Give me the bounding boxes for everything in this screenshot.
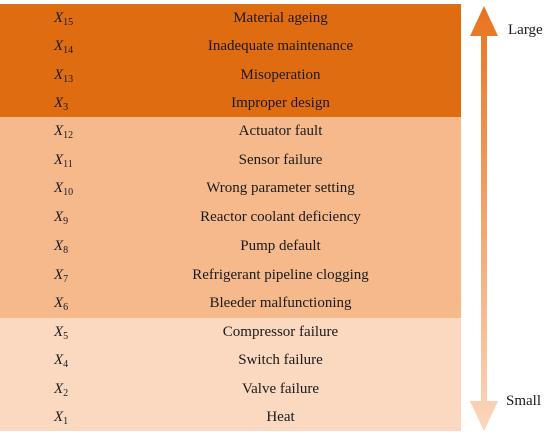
group-band-3 — [0, 318, 461, 431]
factor-label: Compressor failure — [222, 324, 339, 340]
factor-id: X13 — [54, 66, 74, 85]
factor-row: X13 Misoperation — [0, 61, 461, 89]
factor-label: Misoperation — [240, 66, 321, 83]
factor-row: X4 Switch failure — [0, 346, 461, 374]
factor-id: X6 — [54, 295, 69, 314]
factor-label: Sensor failure — [238, 151, 323, 168]
factor-label: Inadequate maintenance — [207, 38, 354, 55]
factor-row: X8 Pump default — [0, 232, 461, 261]
factor-label: Bleeder malfunctioning — [209, 295, 352, 312]
scale-label-small: Small — [506, 393, 542, 409]
factor-row: X11 Sensor failure — [0, 146, 461, 175]
factor-label: Valve failure — [241, 380, 320, 397]
factor-label: Pump default — [240, 237, 321, 254]
factor-row: X15 Material ageing — [0, 4, 461, 32]
factor-id: X2 — [54, 380, 69, 399]
factor-row: X6 Bleeder malfunctioning — [0, 289, 461, 318]
factor-id: X12 — [54, 123, 74, 141]
factor-id: X8 — [54, 237, 69, 256]
factor-id: X11 — [54, 151, 73, 170]
factor-row: X3 Improper design — [0, 89, 461, 117]
factor-label: Material ageing — [233, 10, 328, 26]
factor-label: Actuator fault — [238, 123, 323, 139]
arrow-head-up — [470, 6, 498, 431]
scale-label-large: Large — [508, 22, 543, 38]
factor-id: X14 — [54, 38, 74, 57]
factor-label: Refrigerant pipeline clogging — [192, 266, 369, 283]
factor-id: X1 — [54, 408, 69, 427]
factor-label: Improper design — [231, 94, 330, 111]
factor-id: X4 — [54, 352, 69, 371]
factor-id: X5 — [54, 324, 69, 342]
factor-row: X14 Inadequate maintenance — [0, 32, 461, 60]
factor-row: X10 Wrong parameter setting — [0, 174, 461, 203]
group-band-2 — [0, 117, 461, 318]
group-band-1 — [0, 4, 461, 117]
factor-label: Reactor coolant deficiency — [200, 209, 361, 226]
factor-id: X7 — [54, 266, 69, 285]
factor-id: X15 — [54, 10, 74, 28]
factor-label: Switch failure — [238, 352, 323, 369]
factor-row: X2 Valve failure — [0, 375, 461, 403]
scale-arrow — [470, 6, 498, 431]
factor-row: X1 Heat — [0, 403, 461, 431]
factor-id: X9 — [54, 209, 69, 228]
factor-row: X9 Reactor coolant deficiency — [0, 203, 461, 232]
factor-row: X5 Compressor failure — [0, 318, 461, 346]
factor-label: Heat — [266, 408, 295, 425]
factor-row: X7 Refrigerant pipeline clogging — [0, 261, 461, 290]
factor-label: Wrong parameter setting — [206, 180, 355, 197]
factor-id: X10 — [54, 180, 74, 199]
factor-id: X3 — [54, 94, 69, 113]
factor-row: X12 Actuator fault — [0, 117, 461, 146]
